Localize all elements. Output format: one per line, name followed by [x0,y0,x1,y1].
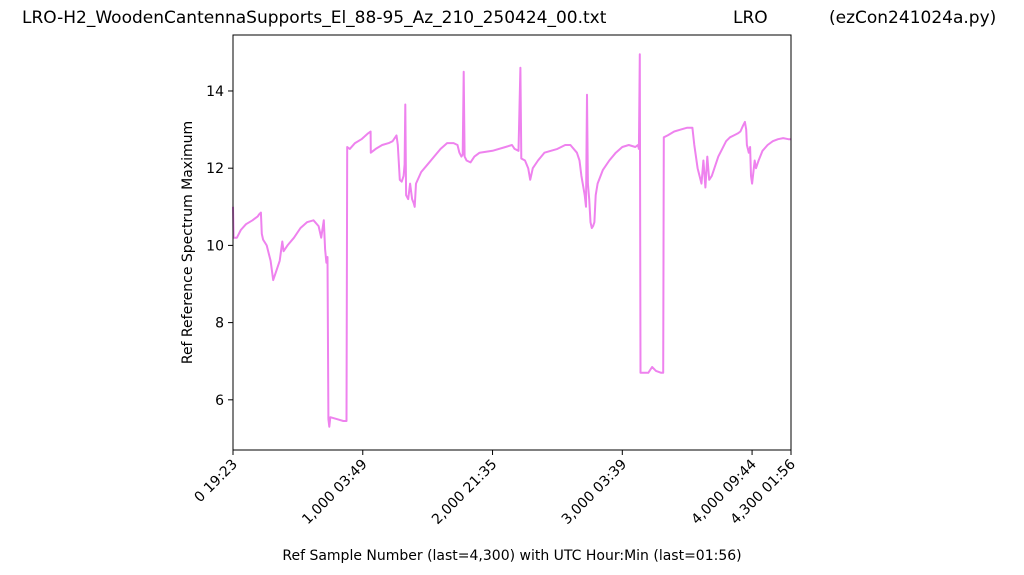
x-axis-label: Ref Sample Number (last=4,300) with UTC … [282,548,741,564]
y-tick-label: 8 [215,316,224,332]
y-tick-label: 6 [215,393,224,409]
plot-area [232,53,791,428]
chart-title-program: (ezCon241024a.py) [829,8,997,28]
y-tick-label: 12 [206,161,224,177]
y-axis: 6 8 10 12 14 [206,84,233,409]
x-axis: 0 19:23 1,000 03:49 2,000 21:35 3,000 03:39… [192,450,799,528]
y-tick-label: 14 [206,84,224,100]
axes-frame [232,34,792,451]
x-tick-label: 0 19:23 [192,457,241,506]
x-tick-label: 1,000 03:49 [299,457,370,528]
x-tick-label: 3,000 03:39 [559,457,630,528]
x-tick-label: 2,000 21:35 [429,457,500,528]
chart-title-filename: LRO-H2_WoodenCantennaSupports_El_88-95_A… [22,8,607,28]
chart-title-site: LRO [733,8,768,28]
y-axis-label: Ref Reference Spectrum Maximum [180,121,196,364]
series-line-0 [232,53,791,428]
y-tick-label: 10 [206,238,224,254]
